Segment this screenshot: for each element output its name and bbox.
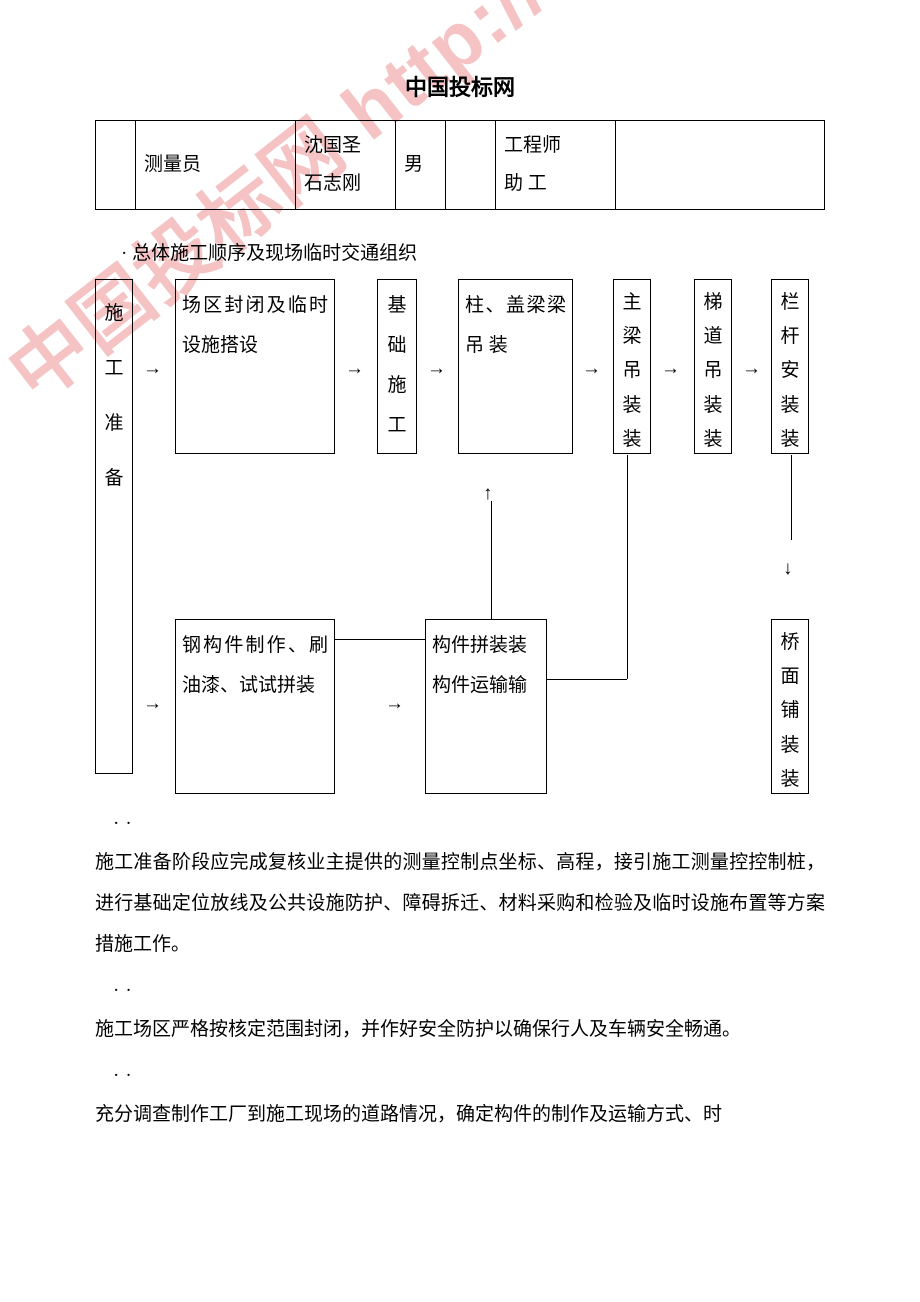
- node-ladder: 梯道吊装装: [694, 279, 732, 454]
- node-main: 主梁吊装装: [613, 279, 651, 454]
- info-table: 测量员 沈国圣 石志刚 男 工程师 助 工: [95, 120, 825, 210]
- connector-line: [547, 679, 627, 680]
- node-found: 基础施工: [377, 279, 417, 454]
- table-row: 测量员 沈国圣 石志刚 男 工程师 助 工: [96, 121, 825, 210]
- cell-title: 工程师 助 工: [496, 121, 616, 210]
- list-dots: ··: [113, 1059, 825, 1093]
- node-assemble: 构件拼装装 构件运输输: [425, 619, 547, 794]
- arrow: →: [143, 684, 162, 724]
- list-dots: ··: [113, 807, 825, 841]
- paragraph-1: 施工准备阶段应完成复核业主提供的测量控制点坐标、高程，接引施工测量控控制桩，进行…: [95, 843, 825, 966]
- paragraph-3: 充分调查制作工厂到施工现场的道路情况，确定构件的制作及运输方式、时: [95, 1095, 825, 1136]
- arrow: →: [742, 349, 761, 389]
- node-site: 场区封闭及临时设施搭设: [175, 279, 335, 454]
- cell-gender: 男: [396, 121, 446, 210]
- connector-line: [791, 455, 792, 540]
- node-column: 柱、盖梁梁吊 装: [458, 279, 573, 454]
- cell-c0: [96, 121, 136, 210]
- arrow: →: [661, 349, 680, 389]
- connector-line: [335, 639, 425, 640]
- arrow: →: [385, 684, 404, 724]
- node-rail: 栏杆安装装: [771, 279, 809, 454]
- arrow: →: [345, 349, 364, 389]
- page-title: 中国投标网: [95, 70, 825, 102]
- list-dots: ··: [113, 974, 825, 1008]
- page-container: 中国投标网 测量员 沈国圣 石志刚 男 工程师 助 工 · 总体施工顺序及现场临…: [0, 0, 920, 1176]
- paragraph-2: 施工场区严格按核定范围封闭，并作好安全防护以确保行人及车辆安全畅通。: [95, 1010, 825, 1051]
- flowchart: 施工准备 场区封闭及临时设施搭设 基础施工 柱、盖梁梁吊 装 主梁吊装装 梯道吊…: [95, 279, 825, 799]
- arrow-down: ↓: [783, 549, 793, 589]
- arrow: →: [582, 349, 601, 389]
- cell-names: 沈国圣 石志刚: [296, 121, 396, 210]
- node-deck: 桥面铺装装: [771, 619, 809, 794]
- cell-c4: [446, 121, 496, 210]
- cell-c6: [616, 121, 825, 210]
- arrow: →: [143, 349, 162, 389]
- arrow: →: [427, 349, 446, 389]
- section-heading: · 总体施工顺序及现场临时交通组织: [121, 238, 825, 265]
- connector-line: [627, 455, 628, 679]
- node-steel: 钢构件制作、刷油漆、试试拼装: [175, 619, 335, 794]
- cell-role: 测量员: [136, 121, 296, 210]
- node-prep: 施工准备: [95, 279, 133, 774]
- connector-line: [491, 501, 492, 619]
